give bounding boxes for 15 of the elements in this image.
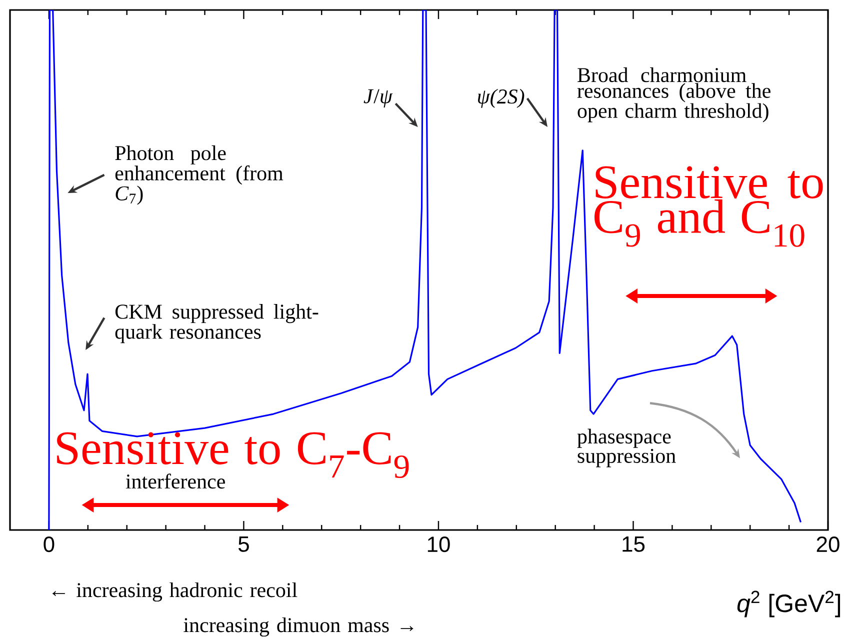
text: increasing dimuon mass → <box>184 617 414 637</box>
x-tick-label: 5 <box>238 536 249 552</box>
annotation: Broad charmonium resonances (above the open charm threshold) <box>577 67 770 122</box>
text: ← increasing hadronic recoil <box>52 582 298 602</box>
x-tick-label: 15 <box>622 536 645 552</box>
x-axis-title: q$^{2}$ [GeV$^{2}$] <box>737 590 840 618</box>
x-tick-label: 0 <box>44 536 54 552</box>
annotation: J/ψ <box>364 89 393 108</box>
annotation: phasespace suppression <box>577 428 676 468</box>
annotation: Sensitive to C$_{9}$ and C$_{10}$ <box>594 166 823 247</box>
x-tick-label: 20 <box>816 536 840 552</box>
annotation: ψ(2S) <box>478 88 524 108</box>
annotation: CKM suppressed light-quark resonances <box>115 304 318 344</box>
annotation: Photon pole enhancement (from C$_{7}$) <box>115 145 284 205</box>
x-tick-label: 10 <box>428 536 450 552</box>
